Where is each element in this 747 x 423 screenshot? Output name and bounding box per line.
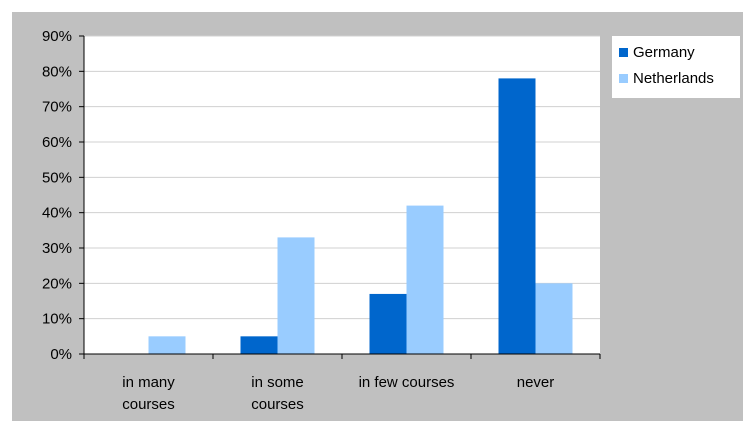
y-axis-ticks: 0% 10% 20% 30% 40% 50% 60% 70% 80% 90% xyxy=(42,28,84,363)
x-category-label: courses xyxy=(122,396,175,413)
legend-swatch-germany xyxy=(619,48,628,57)
legend-swatch-netherlands xyxy=(619,74,628,83)
y-tick-label: 0% xyxy=(50,346,72,363)
legend-label-germany: Germany xyxy=(633,44,695,61)
legend-label-netherlands: Netherlands xyxy=(633,70,714,87)
y-tick-label: 60% xyxy=(42,134,72,151)
x-category-label: in many xyxy=(122,374,175,391)
x-category-label: in some xyxy=(251,374,304,391)
bar-netherlands-3 xyxy=(535,283,573,354)
y-tick-label: 50% xyxy=(42,169,72,186)
y-tick-label: 30% xyxy=(42,240,72,257)
legend: Germany Netherlands xyxy=(612,36,740,98)
bar-germany-1 xyxy=(240,336,278,354)
bar-netherlands-0 xyxy=(148,336,186,354)
y-tick-label: 40% xyxy=(42,205,72,222)
y-tick-label: 20% xyxy=(42,275,72,292)
legend-box xyxy=(612,36,740,98)
y-tick-label: 10% xyxy=(42,311,72,328)
y-tick-label: 80% xyxy=(42,63,72,80)
x-axis-ticks xyxy=(83,354,601,359)
bar-netherlands-1 xyxy=(277,237,315,354)
x-category-label: never xyxy=(517,374,555,391)
x-category-label: courses xyxy=(251,396,304,413)
bar-germany-3 xyxy=(498,78,536,355)
bars xyxy=(148,78,573,355)
y-tick-label: 70% xyxy=(42,99,72,116)
bar-germany-2 xyxy=(369,293,407,354)
bar-netherlands-2 xyxy=(406,205,444,354)
y-tick-label: 90% xyxy=(42,28,72,45)
x-axis-labels: in many courses in some courses in few cours… xyxy=(122,374,554,413)
x-category-label: in few courses xyxy=(359,374,455,391)
